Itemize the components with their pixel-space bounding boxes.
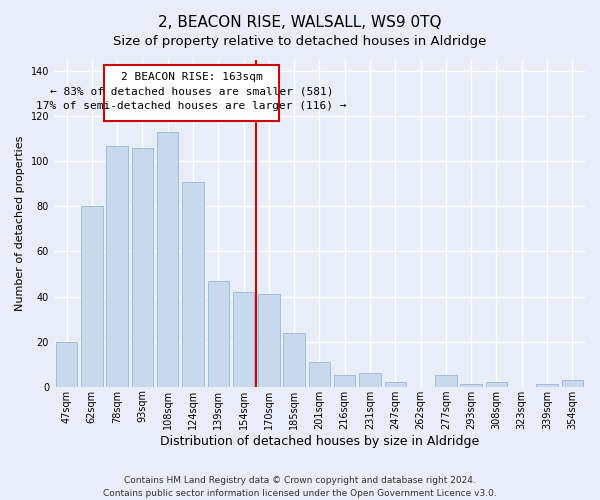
Bar: [562, 380, 583, 386]
Bar: [309, 362, 330, 386]
Text: 2, BEACON RISE, WALSALL, WS9 0TQ: 2, BEACON RISE, WALSALL, WS9 0TQ: [158, 15, 442, 30]
Bar: [359, 373, 381, 386]
Bar: [258, 294, 280, 386]
Bar: [283, 332, 305, 386]
Bar: [131, 148, 153, 386]
Bar: [460, 384, 482, 386]
Bar: [536, 384, 558, 386]
Text: 2 BEACON RISE: 163sqm
← 83% of detached houses are smaller (581)
17% of semi-det: 2 BEACON RISE: 163sqm ← 83% of detached …: [37, 72, 347, 112]
Bar: [233, 292, 254, 386]
Bar: [106, 146, 128, 386]
Bar: [182, 182, 204, 386]
Text: Size of property relative to detached houses in Aldridge: Size of property relative to detached ho…: [113, 35, 487, 48]
Bar: [334, 376, 355, 386]
Bar: [435, 376, 457, 386]
X-axis label: Distribution of detached houses by size in Aldridge: Distribution of detached houses by size …: [160, 434, 479, 448]
Y-axis label: Number of detached properties: Number of detached properties: [15, 136, 25, 311]
Bar: [157, 132, 178, 386]
Bar: [385, 382, 406, 386]
Text: Contains HM Land Registry data © Crown copyright and database right 2024.
Contai: Contains HM Land Registry data © Crown c…: [103, 476, 497, 498]
Bar: [56, 342, 77, 386]
Bar: [81, 206, 103, 386]
Bar: [208, 281, 229, 386]
FancyBboxPatch shape: [104, 64, 279, 121]
Bar: [486, 382, 507, 386]
